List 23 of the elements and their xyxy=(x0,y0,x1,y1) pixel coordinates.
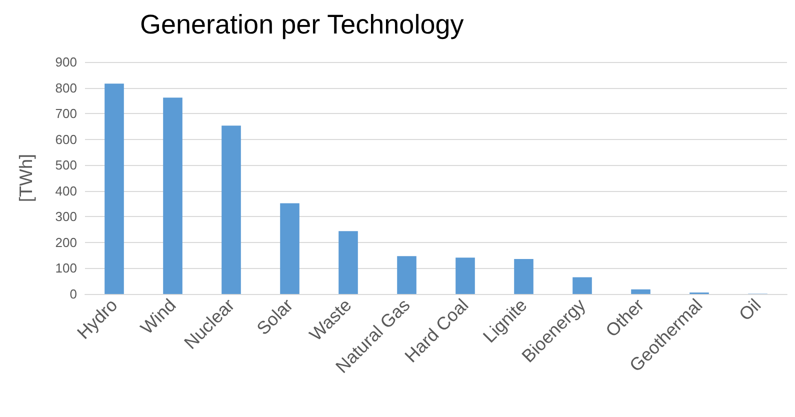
y-tick-label: 400 xyxy=(55,183,77,198)
chart-title: Generation per Technology xyxy=(140,10,464,40)
bar xyxy=(456,258,475,294)
y-tick-label: 600 xyxy=(55,132,77,147)
bar xyxy=(572,277,592,294)
bar xyxy=(631,289,650,294)
y-tick-label: 0 xyxy=(70,286,77,302)
y-tick-label: 300 xyxy=(55,209,77,224)
y-tick-label: 200 xyxy=(55,234,77,250)
x-tick-label: Oil xyxy=(735,294,765,325)
y-tick-label: 100 xyxy=(55,260,77,276)
y-tick-label: 500 xyxy=(55,158,77,173)
bar xyxy=(104,84,124,294)
bar xyxy=(163,98,182,294)
y-tick-label: 800 xyxy=(55,80,77,96)
bar xyxy=(222,126,241,294)
y-tick-label: 700 xyxy=(55,106,77,122)
bar xyxy=(280,203,300,294)
bar xyxy=(397,256,416,294)
bar xyxy=(338,231,358,294)
y-axis-title: [TWh] xyxy=(16,154,36,202)
bar xyxy=(514,258,534,294)
y-tick-label: 900 xyxy=(55,54,77,70)
